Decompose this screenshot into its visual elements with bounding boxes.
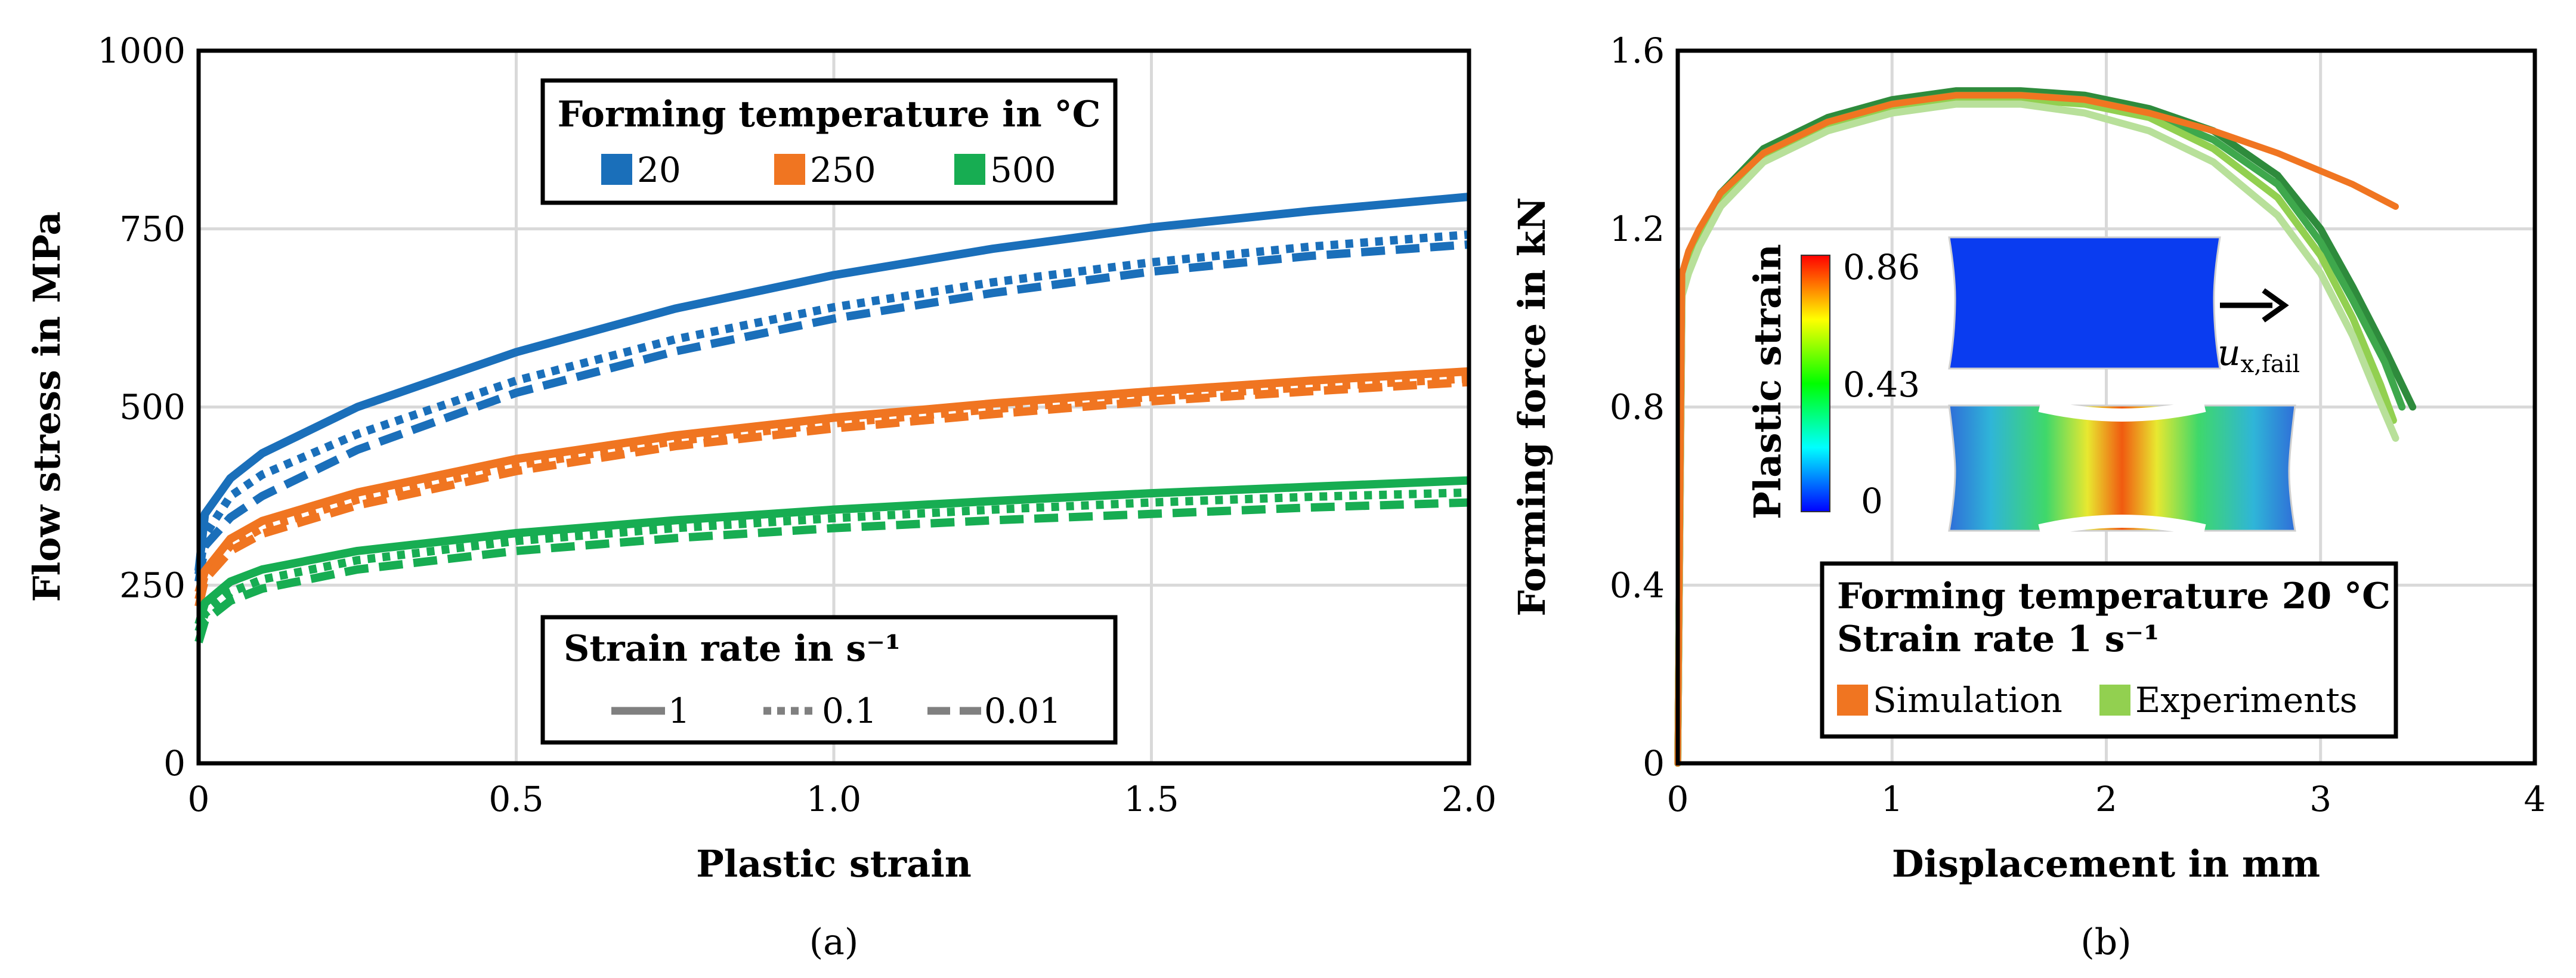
simulation-curve bbox=[1674, 92, 2399, 767]
panel-b-caption: (b) bbox=[2080, 921, 2131, 963]
panel-a-y-axis-title: Flow stress in MPa bbox=[25, 212, 69, 602]
temperature-legend: Forming temperature in °C 20 250 500 bbox=[540, 78, 1118, 205]
colorbar-tick-mid: 0.43 bbox=[1843, 364, 1920, 405]
legend-swatch-20 bbox=[601, 154, 632, 185]
displacement-label: ux,fail bbox=[2218, 332, 2300, 378]
panel-b-ytick-label: 1.6 bbox=[1610, 30, 1665, 71]
strain-rate-legend: Strain rate in s⁻¹ 1 0.1 0.01 bbox=[540, 615, 1118, 745]
strain-rate-legend-title: Strain rate in s⁻¹ bbox=[564, 628, 901, 670]
panel-a-xtick-label: 0.5 bbox=[488, 779, 543, 819]
panel-a-xtick-label: 2.0 bbox=[1442, 779, 1496, 819]
specimen-inset: Plastic strain 0.86 0.43 0 ux,fail bbox=[1746, 236, 2300, 537]
legend-label-rate-1: 1 bbox=[668, 691, 690, 731]
panel-a-xtick-label: 1.5 bbox=[1124, 779, 1179, 819]
panel-a-ytick-label: 0 bbox=[163, 743, 185, 784]
legend-label-500: 500 bbox=[990, 150, 1056, 190]
panel-a: 0 250 500 750 1000 0 0.5 1.0 1.5 2.0 Flow stress… bbox=[25, 30, 1496, 963]
panel-a-x-ticks: 0 0.5 1.0 1.5 2.0 bbox=[188, 779, 1497, 819]
legend-swatch-experiments bbox=[2099, 685, 2130, 716]
panel-b-xtick-label: 1 bbox=[1881, 779, 1903, 819]
panel-b-x-ticks: 0 1 2 3 4 bbox=[1667, 779, 2546, 819]
panel-b-x-axis-title: Displacement in mm bbox=[1892, 842, 2320, 886]
legend-label-experiments: Experiments bbox=[2135, 680, 2358, 720]
legend-label-20: 20 bbox=[637, 150, 681, 190]
displacement-label-sub: x,fail bbox=[2241, 351, 2300, 378]
legend-label-rate-0-01: 0.01 bbox=[984, 691, 1061, 731]
panel-a-caption: (a) bbox=[809, 921, 859, 963]
panel-a-ytick-label: 500 bbox=[119, 387, 185, 428]
panel-a-ytick-label: 1000 bbox=[97, 30, 185, 71]
undeformed-specimen bbox=[1948, 236, 2221, 370]
deformed-specimen-neck bbox=[2038, 399, 2206, 537]
simulation-legend-title-1: Forming temperature 20 °C bbox=[1837, 575, 2391, 617]
legend-label-simulation: Simulation bbox=[1873, 680, 2062, 720]
panel-a-y-ticks: 0 250 500 750 1000 bbox=[97, 30, 185, 784]
panel-b-series bbox=[1674, 87, 2417, 767]
temperature-legend-title: Forming temperature in °C bbox=[558, 94, 1101, 135]
panel-b-xtick-label: 3 bbox=[2309, 779, 2331, 819]
panel-b-xtick-label: 0 bbox=[1667, 779, 1689, 819]
panel-b-ytick-label: 0.8 bbox=[1610, 387, 1665, 428]
flow-curve-500c-rate-0-1 bbox=[194, 488, 1470, 633]
panel-a-xtick-label: 0 bbox=[188, 779, 210, 819]
panel-b-ytick-label: 1.2 bbox=[1610, 209, 1665, 249]
panel-b-xtick-label: 2 bbox=[2095, 779, 2117, 819]
panel-a-plot-frame bbox=[196, 48, 1471, 766]
colorbar bbox=[1801, 255, 1830, 512]
panel-b-plot-frame bbox=[1675, 48, 2537, 766]
deformed-specimen bbox=[1948, 404, 2296, 532]
panel-b-y-axis-title: Forming force in kN bbox=[1510, 197, 1554, 616]
flow-curve-500c-rate-1 bbox=[194, 476, 1470, 626]
flow-curve-20c-rate-0-1 bbox=[194, 230, 1470, 575]
strain-rate-legend-box bbox=[540, 615, 1118, 745]
flow-curve-500c-rate-0-01 bbox=[194, 498, 1470, 643]
panel-b-y-ticks: 0 0.4 0.8 1.2 1.6 bbox=[1610, 30, 1665, 784]
colorbar-tick-min: 0 bbox=[1861, 481, 1883, 521]
legend-label-rate-0-1: 0.1 bbox=[822, 691, 877, 731]
panel-a-ytick-label: 750 bbox=[119, 209, 185, 249]
legend-swatch-250 bbox=[774, 154, 805, 185]
displacement-label-u: u bbox=[2218, 332, 2241, 374]
temperature-legend-box bbox=[540, 78, 1118, 205]
experiment-curve-4 bbox=[1674, 100, 2399, 767]
panel-a-series bbox=[194, 193, 1470, 643]
colorbar-label: Plastic strain bbox=[1746, 244, 1789, 519]
legend-swatch-500 bbox=[954, 154, 985, 185]
panel-a-xtick-label: 1.0 bbox=[806, 779, 861, 819]
simulation-legend: Forming temperature 20 °C Strain rate 1 … bbox=[1820, 561, 2398, 739]
panel-a-ytick-label: 250 bbox=[119, 565, 185, 605]
simulation-legend-title-2: Strain rate 1 s⁻¹ bbox=[1837, 618, 2159, 660]
panel-b-xtick-label: 4 bbox=[2524, 779, 2546, 819]
displacement-arrow-head bbox=[2262, 288, 2289, 323]
flow-curve-20c-rate-0-01 bbox=[194, 240, 1470, 583]
panel-b-ytick-label: 0.4 bbox=[1610, 565, 1665, 605]
colorbar-tick-max: 0.86 bbox=[1843, 247, 1920, 287]
panel-a-x-axis-title: Plastic strain bbox=[696, 842, 972, 886]
legend-swatch-simulation bbox=[1837, 685, 1868, 716]
flow-curve-20c-rate-1 bbox=[194, 193, 1470, 572]
legend-label-250: 250 bbox=[810, 150, 876, 190]
flow-curve-250c-rate-1 bbox=[194, 367, 1470, 594]
panel-b-ytick-label: 0 bbox=[1643, 743, 1665, 784]
